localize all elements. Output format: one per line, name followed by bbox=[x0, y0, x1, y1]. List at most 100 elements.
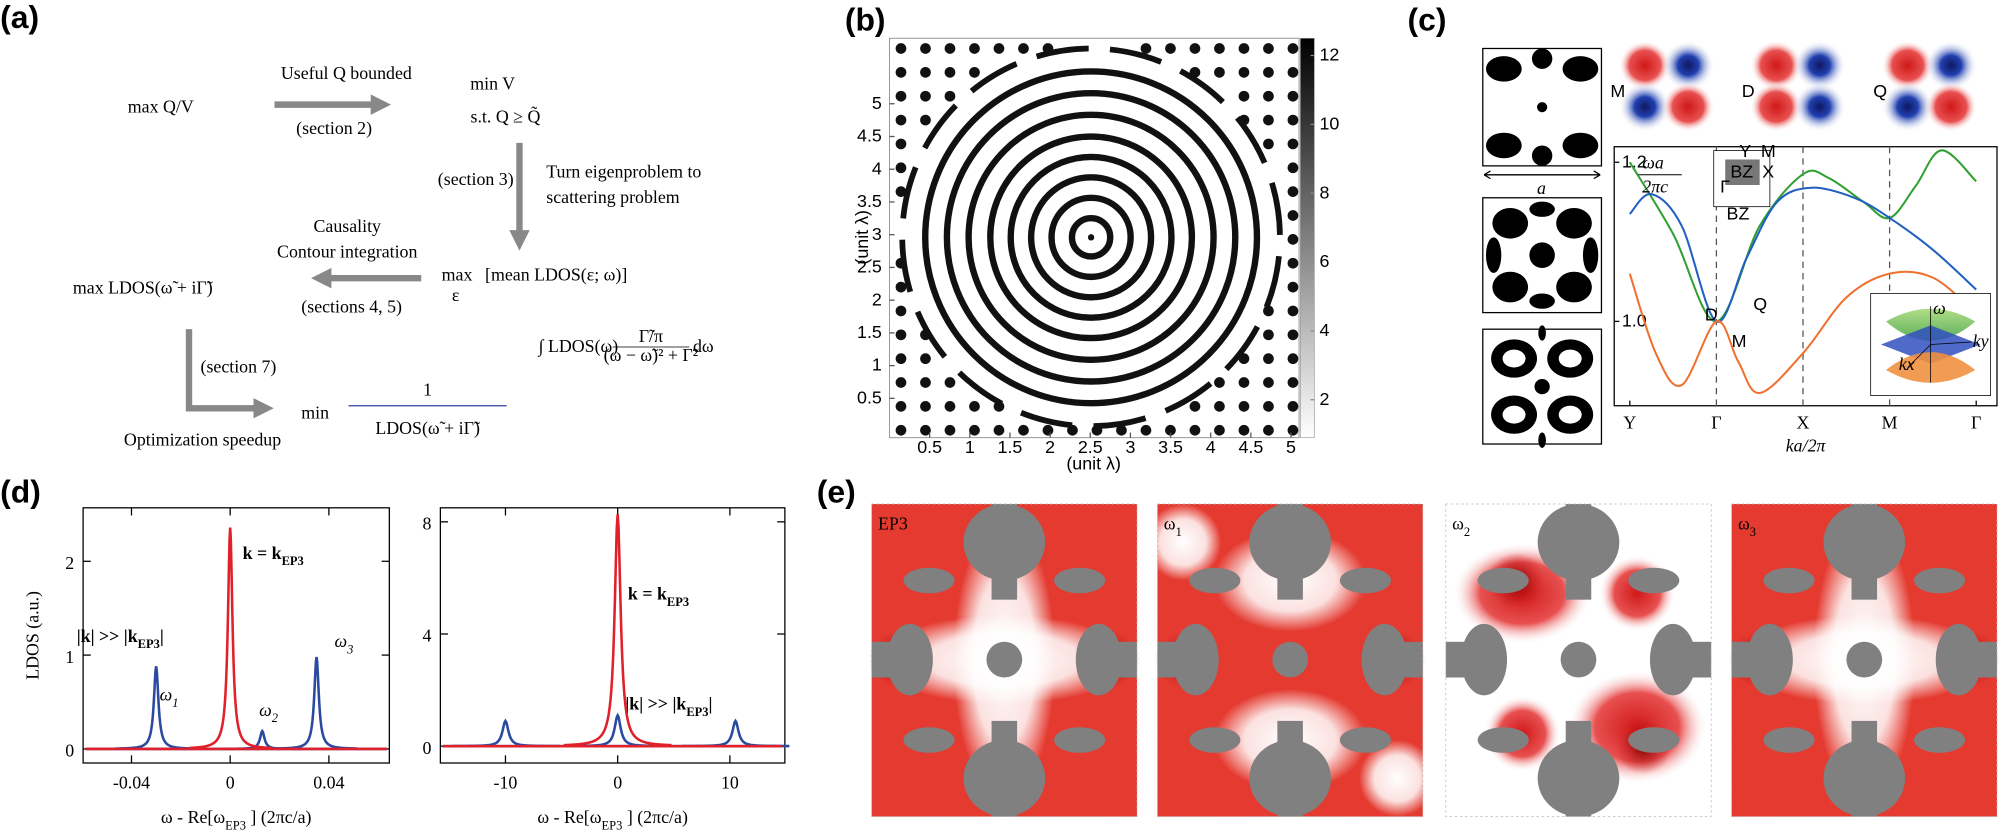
y-tick-label: 2 bbox=[65, 553, 74, 573]
panel-label: (e) bbox=[817, 474, 856, 510]
peak-label: ω2 bbox=[259, 700, 278, 725]
text-part: ω bbox=[1738, 514, 1750, 534]
x-tick-label: 5 bbox=[1286, 437, 1296, 457]
mode-image bbox=[1618, 40, 1715, 132]
structure-blob bbox=[1562, 132, 1599, 159]
field-map bbox=[1729, 503, 2000, 817]
text-part: 1 bbox=[1176, 525, 1182, 539]
colorbar bbox=[1300, 37, 1315, 438]
panel-label: (c) bbox=[1408, 2, 1447, 38]
structure-image bbox=[1482, 197, 1603, 314]
material bbox=[903, 727, 955, 753]
dot bbox=[895, 90, 907, 102]
mode-lobe bbox=[1750, 40, 1803, 91]
y-tick-label: 3.5 bbox=[857, 191, 882, 211]
y-tick-label: 0.5 bbox=[857, 387, 882, 407]
ring bbox=[987, 133, 1196, 342]
material bbox=[1054, 567, 1106, 594]
dot bbox=[895, 43, 907, 54]
material bbox=[1189, 727, 1241, 753]
colorbar-tick-label: 2 bbox=[1319, 389, 1329, 409]
material bbox=[1763, 567, 1815, 594]
dot bbox=[1287, 424, 1299, 436]
colorbar-tick-label: 4 bbox=[1319, 320, 1329, 340]
peak bbox=[451, 718, 560, 748]
dot bbox=[1263, 329, 1274, 341]
structure-image bbox=[1482, 47, 1603, 167]
y-tick-label: 1.2 bbox=[1622, 151, 1647, 171]
x-axis-label: ω - Re[ωEP3 ] (2πc/a) bbox=[161, 807, 312, 832]
formula: dω bbox=[693, 336, 714, 356]
dot bbox=[895, 138, 907, 150]
dot bbox=[1116, 424, 1127, 436]
text-part: k = k bbox=[243, 543, 282, 563]
arc bbox=[1164, 381, 1213, 414]
text-part: ] (2πc/a) bbox=[622, 807, 688, 828]
inset-label: Γ bbox=[1720, 177, 1730, 197]
mode-label: M bbox=[1610, 81, 1625, 101]
x-tick-label: 0 bbox=[613, 773, 622, 793]
text-part: ω bbox=[1164, 514, 1176, 534]
text-part: ω bbox=[1452, 514, 1464, 534]
dot bbox=[895, 305, 907, 317]
map-frame bbox=[1445, 503, 1712, 817]
field-image bbox=[889, 38, 1300, 438]
text-part: | bbox=[709, 693, 713, 713]
band-label: D bbox=[1705, 304, 1718, 324]
material bbox=[1339, 567, 1391, 594]
map-frame bbox=[871, 503, 1138, 817]
inset-label: X bbox=[1762, 161, 1774, 181]
dot bbox=[1189, 424, 1201, 436]
dot bbox=[895, 162, 907, 174]
dot bbox=[1238, 377, 1250, 388]
mode-lobe bbox=[1662, 81, 1715, 132]
colorbar-tick-label: 8 bbox=[1319, 182, 1329, 202]
arc bbox=[969, 61, 1018, 94]
structure-blob bbox=[1556, 207, 1592, 239]
image-bg bbox=[889, 38, 1300, 438]
section-ref: (section 7) bbox=[201, 357, 277, 378]
dot bbox=[895, 377, 907, 388]
dot bbox=[1189, 401, 1201, 412]
text-part: EP3 bbox=[225, 818, 246, 832]
y-axis-label: ωa bbox=[1642, 152, 1664, 172]
plot-frame bbox=[1613, 146, 1998, 407]
series-label: k = kEP3 bbox=[243, 543, 304, 568]
formula: [mean LDOS(ε; ω)] bbox=[485, 265, 627, 286]
map-frame bbox=[1731, 503, 1998, 817]
structure-image bbox=[1482, 325, 1603, 448]
structure-blob bbox=[1538, 432, 1546, 448]
dot bbox=[1263, 401, 1274, 412]
dimension-arrow bbox=[1483, 170, 1601, 180]
panel-label: (a) bbox=[0, 0, 39, 35]
axis-arrow bbox=[1930, 341, 1972, 345]
dot bbox=[1140, 424, 1152, 436]
text-part: ω bbox=[259, 700, 272, 720]
field-map bbox=[869, 503, 1140, 817]
inset-label: BZ bbox=[1727, 203, 1750, 223]
material bbox=[1477, 567, 1529, 594]
x-tick-label: M bbox=[1882, 413, 1898, 433]
dot bbox=[895, 281, 907, 293]
dot bbox=[920, 66, 931, 78]
dot bbox=[920, 401, 931, 412]
mode-lobe bbox=[1618, 40, 1671, 91]
dot bbox=[1214, 401, 1225, 412]
structure-blob bbox=[1529, 293, 1555, 309]
dot bbox=[969, 424, 980, 436]
peak bbox=[115, 666, 197, 750]
inset-label: kx bbox=[1899, 354, 1915, 374]
dot bbox=[895, 114, 907, 126]
text-part: ] (2πc/a) bbox=[246, 807, 312, 828]
y-tick-label: 2 bbox=[872, 289, 882, 309]
material bbox=[871, 641, 900, 678]
panel-label: (b) bbox=[845, 2, 886, 38]
band-line bbox=[1629, 186, 1977, 323]
dot bbox=[1238, 43, 1250, 54]
structure-blob bbox=[1529, 242, 1555, 268]
structure-blob bbox=[1531, 145, 1553, 166]
dot bbox=[895, 186, 907, 198]
text-part: EP3 bbox=[667, 595, 689, 609]
peak-label: ω3 bbox=[334, 631, 353, 656]
formula: max LDOS(ω̃ + iΓ̃) bbox=[73, 277, 213, 298]
